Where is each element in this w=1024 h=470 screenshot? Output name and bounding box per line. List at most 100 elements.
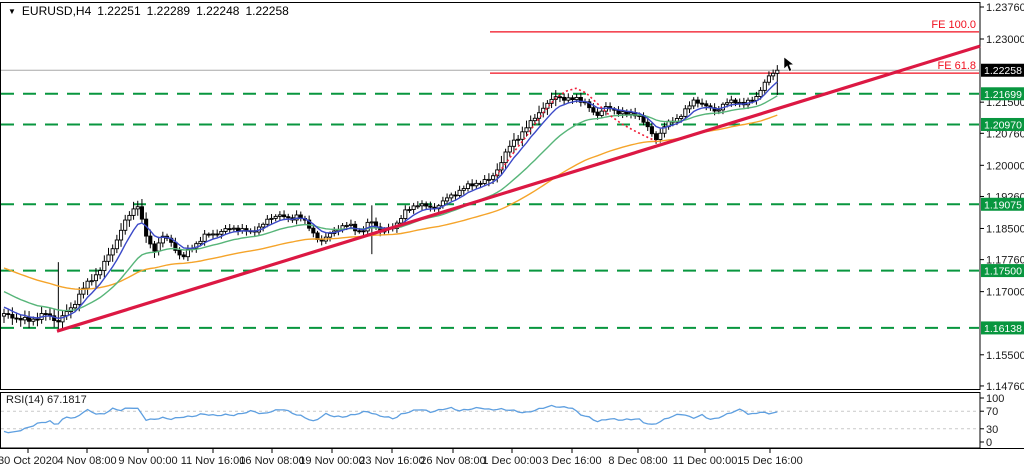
quote-close: 1.22258 (245, 4, 289, 18)
bear-candle (587, 101, 592, 109)
bull-candle (403, 209, 408, 219)
bull-candle (532, 117, 537, 122)
bull-candle (73, 303, 78, 309)
bull-candle (536, 112, 542, 119)
bull-candle (93, 274, 99, 282)
bull-candle (662, 126, 667, 134)
bull-candle (457, 189, 462, 196)
bear-candle (704, 103, 709, 107)
bull-candle (369, 221, 374, 224)
bull-candle (449, 194, 454, 199)
date-label: 19 Nov 00:00 (299, 455, 364, 467)
date-label: 23 Nov 16:00 (359, 455, 424, 467)
bull-candle (202, 233, 207, 242)
bull-candle (98, 270, 103, 276)
bear-candle (206, 233, 211, 236)
bull-candle (399, 218, 404, 224)
bull-candle (407, 209, 412, 211)
bear-candle (227, 228, 232, 231)
bull-candle (123, 219, 128, 231)
level-price-badge-label: 1.16138 (984, 323, 1022, 335)
date-label: 11 Dec 00:00 (673, 455, 738, 467)
ascending-trendline[interactable] (56, 44, 981, 333)
date-label: 16 Nov 08:00 (239, 455, 304, 467)
bull-candle (486, 178, 491, 181)
bull-candle (766, 75, 771, 83)
bear-candle (14, 317, 19, 320)
bull-candle (445, 197, 450, 202)
bear-candle (645, 121, 650, 128)
bear-candle (424, 203, 429, 207)
level-price-badge (981, 264, 1024, 278)
bull-candle (495, 169, 500, 177)
bull-candle (135, 206, 140, 210)
quote-high: 1.22289 (146, 4, 191, 18)
bear-candle (453, 194, 458, 197)
quote-open: 1.22251 (97, 4, 141, 18)
level-price-badge-label: 1.20970 (984, 119, 1022, 131)
bull-candle (574, 96, 579, 101)
price-tick-label: 1.17760 (986, 255, 1024, 267)
bull-candle (758, 89, 763, 97)
price-tick-label: 1.18500 (986, 223, 1024, 235)
bear-candle (215, 233, 220, 236)
bull-candle (516, 138, 521, 141)
bull-candle (419, 203, 425, 207)
bull-candle (106, 254, 111, 262)
bear-candle (578, 96, 583, 103)
bear-candle (35, 318, 40, 321)
level-price-badge-label: 1.21699 (984, 89, 1022, 101)
bull-candle (198, 240, 203, 245)
price-tick-label: 1.15500 (986, 350, 1024, 362)
bear-candle (750, 99, 755, 102)
price-tick-label: 1.17000 (986, 287, 1024, 299)
bull-candle (687, 105, 692, 110)
bear-candle (570, 97, 575, 101)
bull-candle (160, 235, 165, 244)
bull-candle (261, 223, 266, 228)
rsi-line (3, 404, 778, 434)
bull-candle (716, 109, 721, 112)
bull-candle (22, 316, 27, 321)
bear-candle (18, 318, 23, 321)
mouse-cursor (783, 56, 795, 72)
date-label: 30 Oct 2020 (0, 455, 58, 467)
bull-candle (231, 227, 236, 230)
price-tick-label: 1.20000 (986, 160, 1024, 172)
bull-candle (775, 69, 780, 74)
bull-candle (679, 115, 684, 119)
bull-candle (127, 214, 132, 221)
current-price-badge-label: 1.22258 (984, 65, 1022, 77)
level-price-badge (981, 87, 1024, 101)
bear-candle (700, 102, 705, 105)
bull-candle (729, 99, 734, 104)
bull-candle (461, 188, 466, 191)
bull-candle (31, 318, 36, 322)
bull-candle (691, 99, 696, 107)
bull-candle (118, 229, 124, 241)
bull-candle (348, 223, 353, 226)
dotted-red-curve[interactable] (495, 87, 657, 177)
bear-candle (152, 243, 157, 252)
bull-candle (81, 287, 86, 295)
bear-candle (27, 316, 32, 322)
bull-candle (683, 108, 688, 117)
bull-candle (223, 228, 228, 232)
bull-candle (77, 293, 82, 305)
bear-candle (6, 313, 11, 316)
bear-candle (654, 133, 659, 141)
bull-candle (524, 127, 529, 133)
bear-candle (282, 214, 287, 218)
bull-candle (1, 313, 7, 317)
date-label: 11 Nov 16:00 (181, 455, 246, 467)
level-price-badge (981, 197, 1024, 211)
price-tick-label: 1.20760 (986, 128, 1024, 140)
symbol-dropdown-icon[interactable]: ▼ (8, 7, 16, 16)
bull-candle (474, 182, 479, 187)
bull-candle (725, 102, 730, 105)
bull-candle (482, 179, 487, 184)
bear-candle (286, 216, 291, 219)
bull-candle (566, 97, 571, 101)
